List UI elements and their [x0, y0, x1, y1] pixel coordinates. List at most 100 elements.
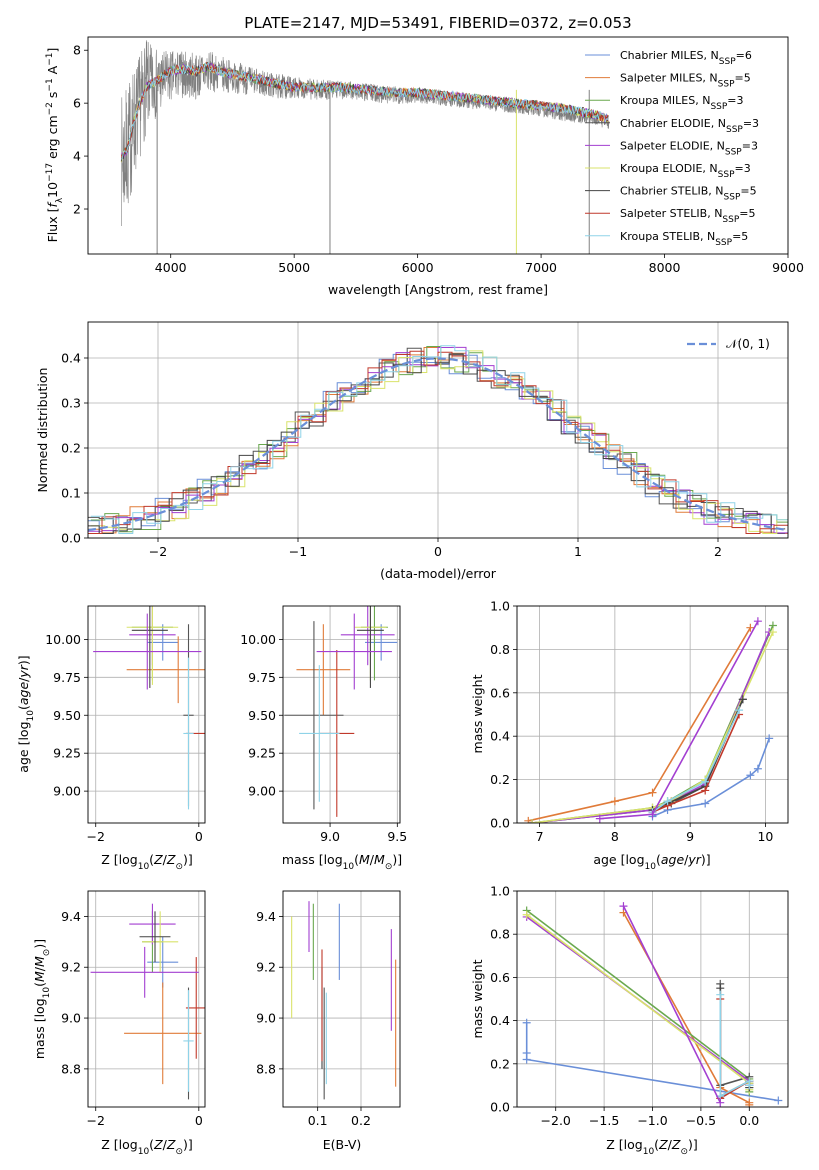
y-tick-label: 0.4 — [490, 1013, 510, 1028]
y-tick-label: 0.8 — [490, 642, 510, 657]
y-tick-label: 0.0 — [61, 531, 81, 546]
panel-spectrum: 4000 5000 6000 7000 8000 9000 2 4 6 8 — [73, 36, 804, 275]
series-marker — [610, 797, 619, 806]
y-axis-label: Normed distribution — [35, 368, 50, 493]
series-marker — [716, 1098, 725, 1107]
series-marker — [648, 788, 657, 797]
gaussian-curve — [88, 357, 788, 532]
x-axis-label: age [log10(age/yr)] — [593, 852, 710, 872]
legend-label: Salpeter STELIB, NSSP=5 — [620, 207, 756, 225]
histogram-step-kroupa-elodie — [90, 350, 788, 534]
x-axis-label: Z [log10(Z/Z⊙)] — [101, 852, 193, 872]
series-marker — [753, 617, 762, 626]
series-marker — [701, 786, 710, 795]
legend-label: Kroupa ELODIE, NSSP=3 — [620, 162, 751, 180]
y-tick-label: 9.00 — [248, 784, 276, 799]
plot-area — [90, 903, 205, 1100]
plot-area — [522, 902, 783, 1107]
axes-frame — [87, 890, 206, 1108]
series-line — [652, 709, 740, 813]
panel-residual_hist: −2 −1 0 1 2 0.0 0.1 0.2 0.3 0.4 — [61, 321, 789, 559]
y-tick-label: 10.00 — [45, 632, 81, 647]
x-tick-label: 0.0 — [739, 1113, 759, 1128]
y-tick-label: 0.3 — [61, 396, 81, 411]
series-line — [652, 714, 740, 813]
x-tick-label: 9000 — [772, 260, 804, 275]
y-tick-label: 9.50 — [248, 708, 276, 723]
y-tick-label: 0.4 — [490, 729, 510, 744]
y-tick-label: 9.50 — [53, 708, 81, 723]
series-marker — [746, 623, 755, 632]
y-tick-label: 0.2 — [490, 772, 510, 787]
panel-mass_vs_ebv: 0.1 0.2 8.8 9.0 9.2 9.4 — [256, 890, 401, 1128]
plot-area — [93, 606, 205, 810]
x-tick-label: 2 — [714, 544, 722, 559]
x-axis-label: mass [log10(M/M⊙)] — [282, 852, 402, 872]
x-tick-label: 5000 — [278, 260, 310, 275]
x-tick-label: 0 — [195, 1113, 203, 1128]
legend-label: Kroupa STELIB, NSSP=5 — [620, 230, 748, 248]
y-axis-label: mass weight — [470, 674, 485, 753]
series-marker — [738, 695, 747, 704]
y-axis-label: age [log10(age/yr)] — [16, 655, 36, 772]
figure-title: PLATE=2147, MJD=53491, FIBERID=0372, z=0… — [244, 14, 631, 32]
y-tick-label: 2 — [73, 202, 81, 217]
y-tick-label: 0.6 — [490, 685, 510, 700]
panel-mass_vs_Z: −2 0 8.8 9.0 9.2 9.4 — [61, 890, 206, 1128]
axes-frame — [87, 36, 789, 255]
x-tick-label: 7 — [536, 829, 544, 844]
series-marker — [768, 628, 777, 637]
series-marker — [765, 734, 774, 743]
x-tick-label: −2 — [87, 1113, 105, 1128]
y-tick-label: 8.8 — [256, 1061, 276, 1076]
x-tick-label: 9.5 — [387, 829, 407, 844]
y-tick-label: 9.00 — [53, 784, 81, 799]
x-tick-label: −2 — [87, 829, 105, 844]
panel-massweight_vs_age: 7 8 9 10 0.0 0.2 0.4 0.6 0.8 1.0 — [490, 599, 789, 844]
x-tick-label: −1.0 — [637, 1113, 667, 1128]
y-tick-label: 9.25 — [53, 746, 81, 761]
legend-label: 𝒩(0, 1) — [726, 337, 770, 351]
series-marker — [745, 1100, 754, 1107]
y-tick-label: 8 — [73, 43, 81, 58]
series-marker — [701, 777, 710, 786]
legend-label: Salpeter ELODIE, NSSP=3 — [620, 139, 758, 157]
series-marker — [774, 1096, 783, 1105]
y-tick-label: 1.0 — [490, 884, 510, 899]
series-marker — [716, 990, 725, 999]
y-tick-label: 0.8 — [490, 927, 510, 942]
y-tick-label: 6 — [73, 96, 81, 111]
y-tick-label: 9.75 — [248, 670, 276, 685]
series-line — [622, 905, 722, 1104]
series-marker — [524, 816, 533, 823]
histogram-step-chabrier-stelib — [88, 354, 786, 534]
series-marker — [663, 797, 672, 806]
y-tick-label: 1.0 — [490, 599, 510, 614]
y-axis-label: Flux [fλ10−17 erg cm−2 s−1 A−1] — [45, 48, 65, 243]
x-tick-label: 8000 — [649, 260, 681, 275]
y-tick-label: 0.0 — [490, 1100, 510, 1115]
axes-frame — [516, 605, 789, 824]
y-tick-label: 9.4 — [256, 909, 276, 924]
model-line-kroupa-stelib — [121, 62, 609, 160]
plot-area — [120, 40, 610, 254]
axes-frame — [282, 890, 401, 1108]
y-axis-label: mass [log10(M/M⊙)] — [32, 939, 52, 1059]
legend-label: Chabrier STELIB, NSSP=5 — [620, 185, 757, 203]
series-marker — [753, 764, 762, 773]
x-tick-label: 7000 — [525, 260, 557, 275]
x-tick-label: 1 — [574, 544, 582, 559]
y-tick-label: 9.0 — [61, 1011, 81, 1026]
series-line — [652, 738, 770, 818]
panel-massweight_vs_Z: −2.0 −1.5 −1.0 −0.5 0.0 0.0 0.2 0.4 0.6 0.8 1.0 — [490, 884, 789, 1128]
series-marker — [522, 1055, 531, 1064]
series-marker — [522, 1018, 531, 1027]
x-tick-label: −1 — [289, 544, 307, 559]
y-tick-label: 10.00 — [240, 632, 276, 647]
y-tick-label: 0.1 — [61, 486, 81, 501]
series-marker — [619, 902, 628, 911]
legend-label: Chabrier MILES, NSSP=6 — [620, 49, 752, 67]
